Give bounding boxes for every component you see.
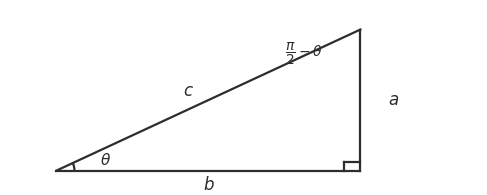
Text: $\dfrac{\pi}{2} - \theta$: $\dfrac{\pi}{2} - \theta$ bbox=[285, 41, 323, 67]
Text: a: a bbox=[388, 91, 398, 109]
Text: c: c bbox=[183, 82, 192, 100]
Text: b: b bbox=[203, 176, 214, 194]
Text: $\theta$: $\theta$ bbox=[100, 152, 111, 168]
